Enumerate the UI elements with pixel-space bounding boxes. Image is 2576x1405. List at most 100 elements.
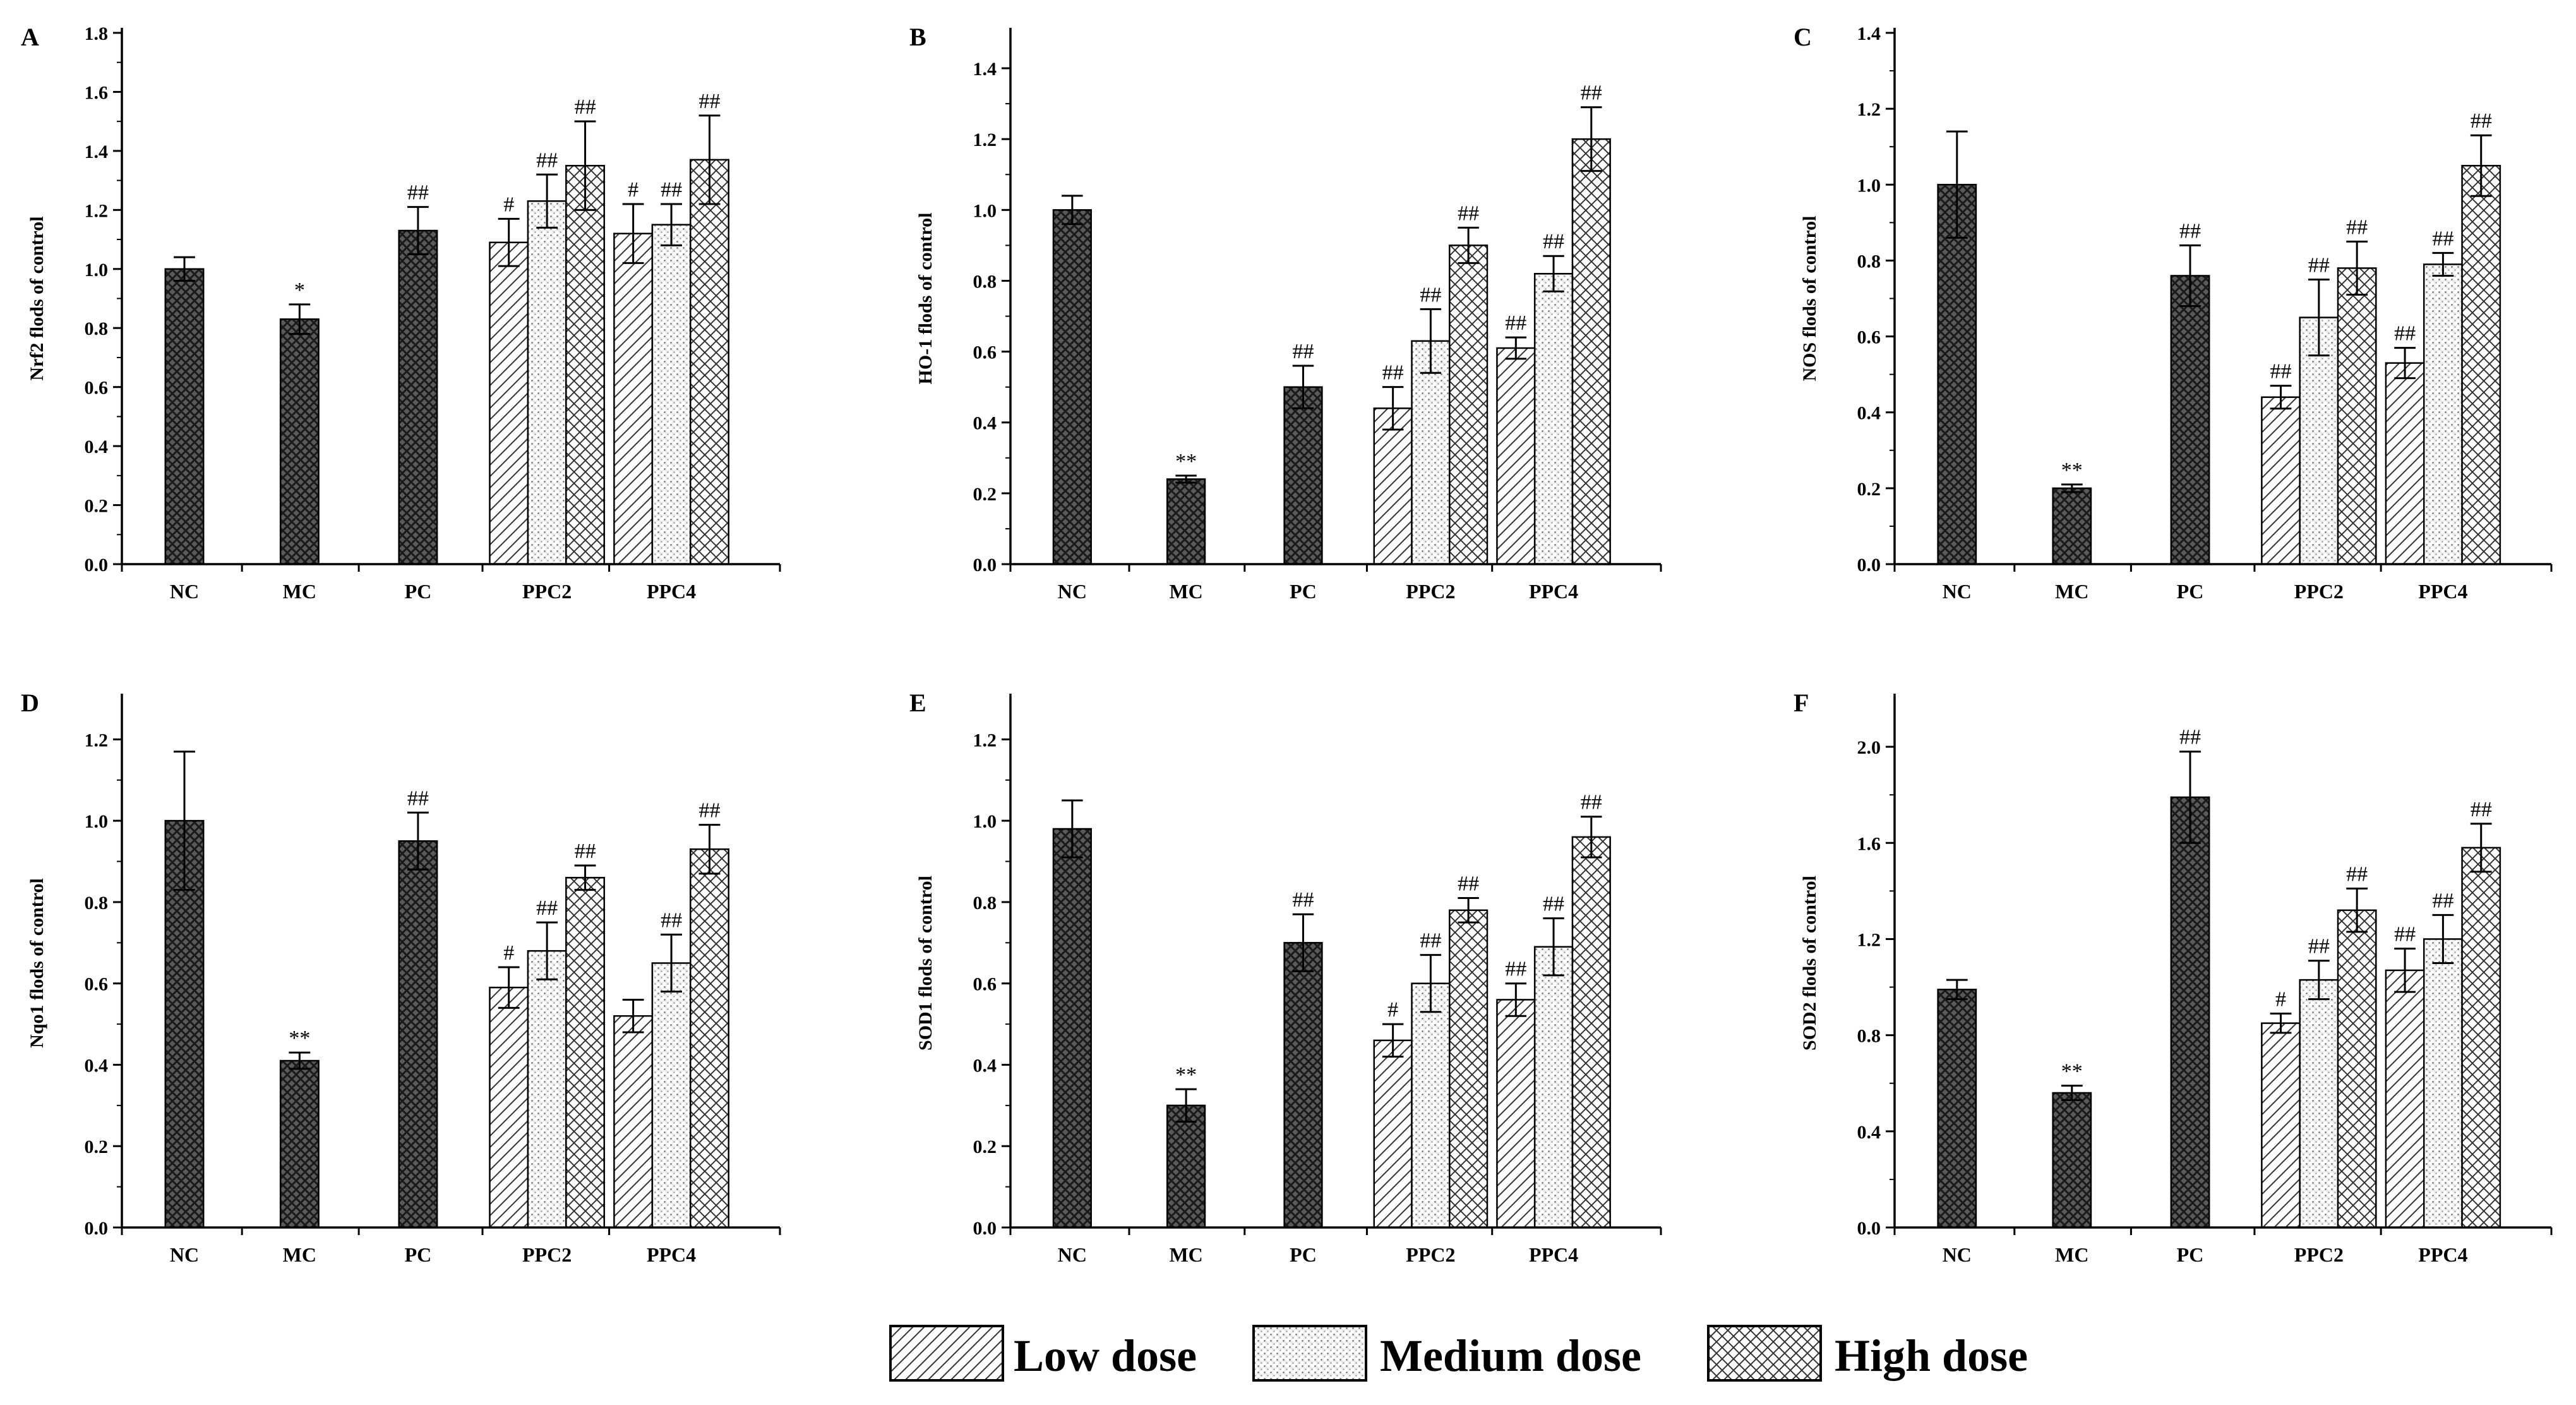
bar-ppc2-low (1373, 407, 1413, 565)
legend-swatch-low (889, 1325, 1004, 1382)
bar-ppc2-high (1449, 909, 1489, 1229)
y-tick-label: 0.8 (973, 893, 997, 914)
significance-label: ## (1293, 888, 1314, 912)
x-tick-label: MC (2055, 580, 2088, 603)
panel-letter: A (21, 23, 39, 51)
bar-nc-single (1052, 209, 1092, 565)
x-tick-label: MC (2055, 1243, 2088, 1266)
x-tick-label: PPC2 (2294, 580, 2344, 603)
bar-mc-single (2052, 487, 2092, 565)
significance-label: ## (1543, 893, 1564, 916)
bar-mc-single (279, 1059, 320, 1229)
x-tick-label: PC (2177, 580, 2204, 603)
bar-pc-single (1283, 942, 1323, 1229)
y-tick-label: 0.8 (1857, 251, 1881, 272)
bar-ppc4-high (2461, 165, 2501, 565)
bar-ppc2-medium (2299, 979, 2339, 1229)
y-tick-label: 0.0 (1857, 555, 1881, 576)
significance-label: ## (661, 908, 682, 932)
bar-nc-single (1937, 989, 1977, 1229)
bar-pc-single (2170, 275, 2210, 565)
y-tick-label: 0.2 (1857, 479, 1881, 500)
y-tick-label: 0.2 (973, 1137, 997, 1157)
significance-label: # (503, 941, 514, 965)
y-tick-label: 0.0 (85, 555, 109, 576)
legend-label-medium: Medium dose (1380, 1330, 1641, 1381)
panel-letter: E (909, 689, 926, 717)
chart-panel-e: E 0.0 0.2 0.4 0.6 0.8 1.0 1.2 SOD1 flods of cont… (909, 689, 1662, 1266)
significance-label: ## (2270, 360, 2292, 383)
y-axis-label: NOS flods of control (1799, 216, 1820, 382)
y-tick-label: 0.0 (1857, 1218, 1881, 1239)
y-tick-label: 1.4 (973, 59, 997, 80)
x-tick-label: NC (170, 1243, 199, 1266)
bar-ppc2-low (489, 241, 529, 565)
panel-letter: B (909, 23, 926, 51)
bar-ppc2-high (565, 877, 606, 1229)
significance-label: ## (2471, 798, 2492, 821)
bar-nc-single (1052, 828, 1092, 1229)
bar-ppc2-low (1373, 1039, 1413, 1229)
significance-label: ## (536, 896, 558, 920)
panel-letter: D (21, 689, 39, 717)
significance-label: ## (2394, 322, 2416, 346)
bar-ppc4-low (2385, 969, 2425, 1229)
x-tick-label: PPC4 (647, 580, 696, 603)
chart-panel-c: C 0.0 0.2 0.4 0.6 0.8 1.0 1.2 1.4 NOS flods of co… (1794, 23, 2553, 603)
y-tick-label: 0.4 (1857, 403, 1881, 424)
significance-label: ## (2432, 889, 2453, 912)
x-tick-label: PPC4 (2418, 1243, 2467, 1266)
y-tick-label: 1.2 (1857, 99, 1881, 120)
bar-nc-single (164, 268, 205, 565)
bar-ppc4-medium (2423, 938, 2463, 1229)
significance-label: ## (2308, 935, 2330, 958)
x-tick-label: PC (1290, 1243, 1317, 1266)
bar-ppc2-medium (1411, 340, 1451, 565)
significance-label: ## (2179, 219, 2201, 243)
y-tick-label: 0.4 (973, 1055, 997, 1076)
y-tick-label: 1.8 (85, 23, 109, 44)
y-tick-label: 0.0 (973, 555, 997, 576)
x-tick-label: PPC2 (1406, 1243, 1455, 1266)
y-tick-label: 0.8 (85, 318, 109, 339)
bar-ppc4-low (613, 232, 654, 565)
x-tick-label: PC (1290, 580, 1317, 603)
x-tick-label: PPC4 (1529, 1243, 1578, 1266)
bar-ppc2-high (2337, 267, 2377, 565)
bar-ppc4-medium (1533, 273, 1574, 565)
x-tick-label: NC (1058, 580, 1087, 603)
y-tick-label: 0.2 (85, 1137, 109, 1157)
y-tick-label: 0.0 (85, 1218, 109, 1239)
x-tick-label: MC (283, 1243, 316, 1266)
bar-ppc4-high (1571, 138, 1611, 565)
x-tick-label: MC (1169, 580, 1202, 603)
bar-ppc2-low (2261, 396, 2301, 565)
y-tick-label: 0.2 (973, 484, 997, 505)
y-tick-label: 1.6 (1857, 833, 1881, 854)
significance-label: ** (289, 1027, 310, 1050)
significance-label: ## (1293, 340, 1314, 363)
y-tick-label: 1.2 (973, 130, 997, 150)
bar-ppc2-high (1449, 244, 1489, 565)
bar-pc-single (398, 840, 438, 1229)
bar-ppc4-low (2385, 362, 2425, 565)
significance-label: ## (536, 148, 558, 172)
y-tick-label: 1.0 (973, 811, 997, 832)
bar-nc-single (1937, 184, 1977, 565)
x-tick-label: NC (1943, 1243, 1972, 1266)
chart-panel-b: B 0.0 0.2 0.4 0.6 0.8 1.0 1.2 1.4 HO-1 flods of c… (909, 23, 1662, 603)
y-tick-label: 1.0 (1857, 175, 1881, 196)
bar-ppc2-medium (527, 950, 567, 1229)
y-axis-label: Nrf2 flods of control (27, 216, 47, 380)
bar-ppc2-high (2337, 909, 2377, 1229)
x-tick-label: NC (1943, 580, 1972, 603)
y-tick-label: 1.4 (1857, 23, 1881, 44)
significance-label: ## (1581, 81, 1602, 105)
significance-label: ## (1420, 283, 1441, 306)
bar-pc-single (1283, 386, 1323, 565)
y-tick-label: 0.6 (1857, 327, 1881, 348)
x-tick-label: PC (405, 1243, 432, 1266)
bar-ppc4-low (613, 1015, 654, 1229)
significance-label: ** (1175, 450, 1197, 473)
